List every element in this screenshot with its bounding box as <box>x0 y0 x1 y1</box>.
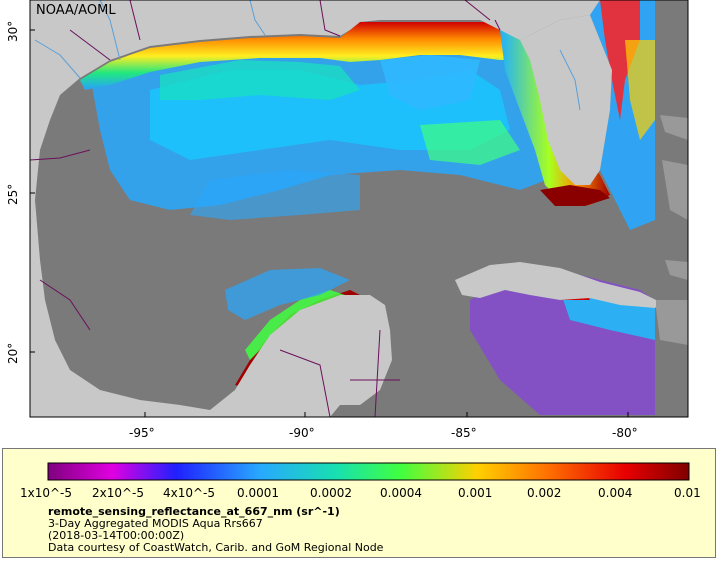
legend-variable: remote_sensing_reflectance_at_667_nm (sr… <box>48 505 340 518</box>
lon-label-95: -95° <box>129 426 155 440</box>
colorbar-label-0.002: 0.002 <box>527 486 562 500</box>
colorbar-label-0.0002: 0.0002 <box>310 486 352 500</box>
colorbar-label-0.0004: 0.0004 <box>380 486 422 500</box>
lat-label-20: 20° <box>6 342 20 364</box>
legend-product: 3-Day Aggregated MODIS Aqua Rrs667 <box>48 517 263 530</box>
boundaries <box>29 0 501 418</box>
lon-label-80: -80° <box>612 426 638 440</box>
map-frame <box>29 0 689 418</box>
colorbar-gradient <box>47 462 690 481</box>
colorbar-label-1e-5: 1x10^-5 <box>20 486 73 500</box>
legend-timestamp: (2018-03-14T00:00:00Z) <box>48 529 185 542</box>
lat-label-30: 30° <box>6 20 20 42</box>
lon-label-90: -90° <box>289 426 315 440</box>
colorbar-label-2e-5: 2x10^-5 <box>92 486 145 500</box>
map-credit: NOAA/AOML <box>36 3 116 18</box>
tick-marks <box>30 29 629 417</box>
colorbar-label-0.004: 0.004 <box>598 486 633 500</box>
colorbar-label-0.0001: 0.0001 <box>237 486 279 500</box>
colorbar <box>47 462 690 481</box>
colorbar-label-4e-5: 4x10^-5 <box>163 486 216 500</box>
colorbar-label-0.01: 0.01 <box>674 486 701 500</box>
lon-label-85: -85° <box>451 426 477 440</box>
lat-label-25: 25° <box>6 183 20 205</box>
right-nodata-strip <box>656 0 688 417</box>
rivers <box>34 0 581 111</box>
legend-credit: Data courtesy of CoastWatch, Carib. and … <box>48 541 384 554</box>
colorbar-label-0.001: 0.001 <box>458 486 493 500</box>
map-canvas <box>29 0 689 418</box>
